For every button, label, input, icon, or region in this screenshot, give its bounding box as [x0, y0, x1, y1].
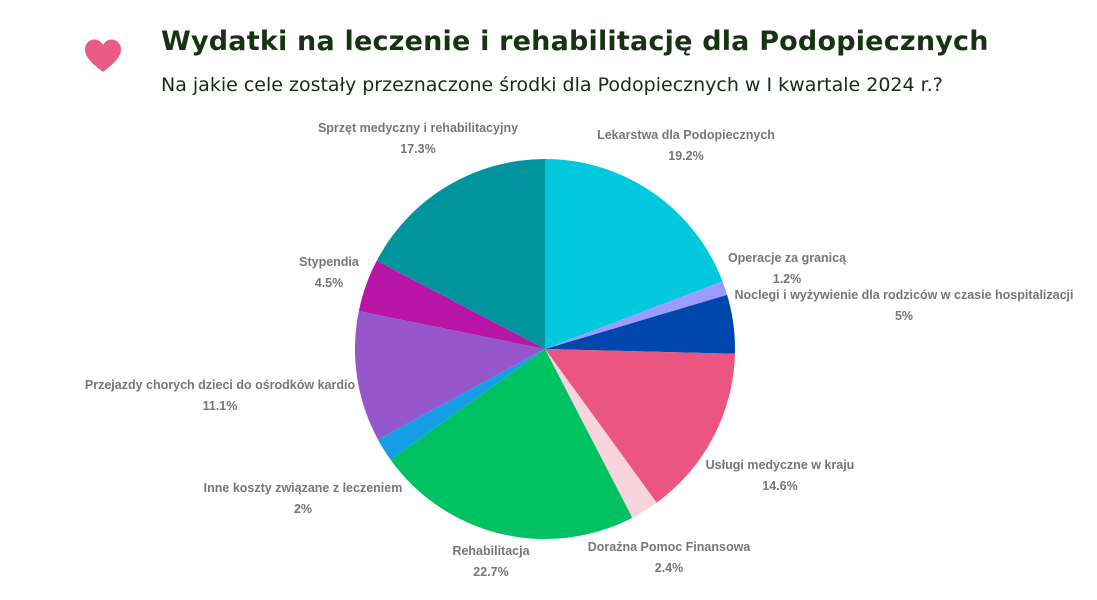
pie-slice — [355, 311, 545, 440]
slice-value-label: 4.5% — [315, 276, 344, 290]
pie-slice — [545, 349, 657, 518]
slice-label: Noclegi i wyżywienie dla rodziców w czas… — [735, 288, 1074, 302]
slice-label: Sprzęt medyczny i rehabilitacyjny — [318, 121, 518, 135]
slice-value-label: 2.4% — [655, 561, 684, 575]
slice-value-label: 2% — [294, 502, 312, 516]
slice-value-label: 22.7% — [473, 565, 508, 579]
slice-label: Przejazdy chorych dzieci do ośrodków kar… — [85, 378, 356, 392]
heart-icon — [85, 39, 121, 72]
pie-slice — [390, 349, 633, 540]
slice-value-label: 1.2% — [773, 272, 802, 286]
slice-value-label: 14.6% — [762, 479, 797, 493]
slice-value-label: 19.2% — [668, 149, 703, 163]
chart-title: Wydatki na leczenie i rehabilitację dla … — [161, 26, 989, 57]
slice-label: Doraźna Pomoc Finansowa — [588, 540, 752, 554]
chart-subtitle: Na jakie cele zostały przeznaczone środk… — [161, 74, 943, 96]
slice-value-label: 5% — [895, 309, 913, 323]
slice-labels: Lekarstwa dla Podopiecznych 19.2% Operacje… — [85, 121, 1074, 579]
slice-label: Operacje za granicą — [728, 251, 847, 265]
slice-label: Rehabilitacja — [452, 544, 530, 558]
slice-value-label: 11.1% — [203, 399, 238, 413]
slice-label: Lekarstwa dla Podopiecznych — [597, 128, 775, 142]
pie-slice — [377, 349, 545, 460]
slice-label: Inne koszty związane z leczeniem — [204, 481, 403, 495]
pie-slice — [545, 294, 735, 354]
slice-label: Stypendia — [299, 255, 360, 269]
pie-slice — [376, 159, 545, 349]
pie-slice — [545, 349, 735, 503]
pie-slice — [545, 159, 723, 349]
pie-slice — [545, 281, 728, 349]
slice-label: Usługi medyczne w kraju — [706, 458, 855, 472]
pie-slices — [355, 159, 735, 540]
slice-value-label: 17.3% — [400, 142, 435, 156]
pie-slice — [358, 260, 545, 349]
